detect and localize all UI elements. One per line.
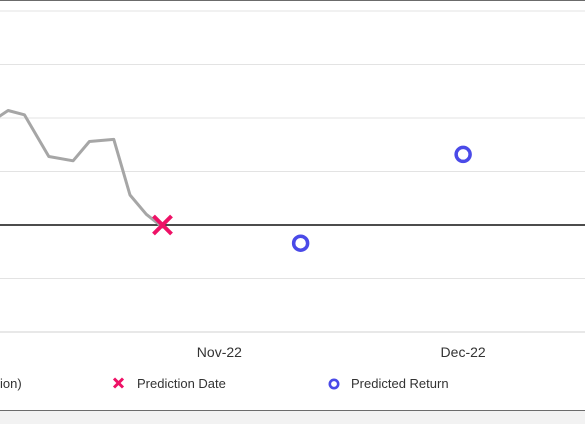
predicted-return-marker-1: [454, 145, 472, 164]
predicted-return-marker-0: [291, 234, 310, 252]
prediction-date-marker-0: [152, 214, 173, 236]
x-tick-label-1: Dec-22: [441, 344, 486, 360]
legend: ion) Prediction Date Predicted Return: [0, 376, 449, 391]
chart-panel: Nov-22 Dec-22 ion) Prediction Date Predic…: [0, 0, 585, 411]
series-layer: [0, 109, 164, 229]
x-axis: Nov-22 Dec-22: [0, 224, 585, 360]
grid-lines: [0, 10, 585, 279]
circle-marker-icon: [328, 378, 340, 390]
x-marker-stroke-b: [152, 214, 173, 236]
x-tick-label-0: Nov-22: [197, 344, 242, 360]
x-marker-icon: [112, 377, 125, 389]
legend-label-predicted-return: Predicted Return: [351, 376, 449, 391]
line-chart: Nov-22 Dec-22 ion) Prediction Date Predic…: [0, 10, 585, 391]
series-line-0: [0, 109, 164, 229]
legend-label-truncated-series: ion): [0, 376, 22, 391]
legend-label-prediction-date: Prediction Date: [137, 376, 226, 391]
marker-layer: [152, 145, 472, 252]
